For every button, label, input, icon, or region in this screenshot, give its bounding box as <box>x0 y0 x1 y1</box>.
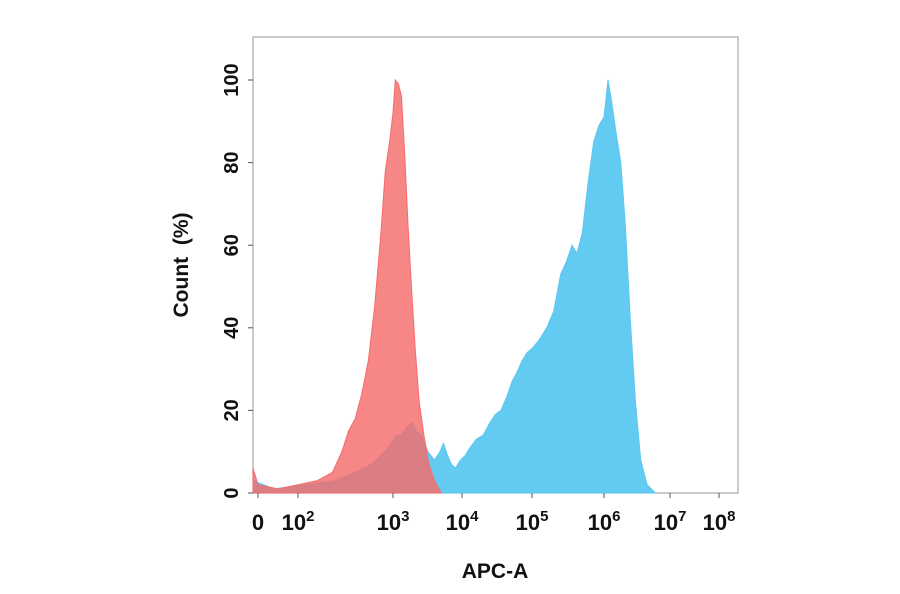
x-axis-label: APC-A <box>462 560 529 583</box>
x-tick-label: 107 <box>654 508 687 535</box>
x-tick-label: 0 <box>252 510 264 535</box>
y-axis-label: Count (%) <box>170 213 193 318</box>
y-tick-label: 0 <box>221 487 243 498</box>
x-tick-label: 106 <box>588 508 621 535</box>
x-tick-label: 103 <box>377 508 410 535</box>
x-axis-ticks: 0 102 103 104 105 106 107 108 <box>252 493 736 535</box>
y-axis-ticks: 0 20 40 60 80 100 <box>221 63 253 499</box>
x-tick-label: 102 <box>282 508 315 535</box>
y-tick-label: 40 <box>221 317 243 339</box>
histogram-series-2 <box>252 78 443 494</box>
y-tick-label: 80 <box>221 151 243 173</box>
y-tick-label: 100 <box>221 63 243 96</box>
y-tick-label: 20 <box>221 399 243 421</box>
x-tick-label: 105 <box>516 508 549 535</box>
series-layer <box>252 78 657 494</box>
y-tick-label: 60 <box>221 234 243 256</box>
x-tick-label: 104 <box>446 508 479 535</box>
x-tick-label: 108 <box>703 508 736 535</box>
